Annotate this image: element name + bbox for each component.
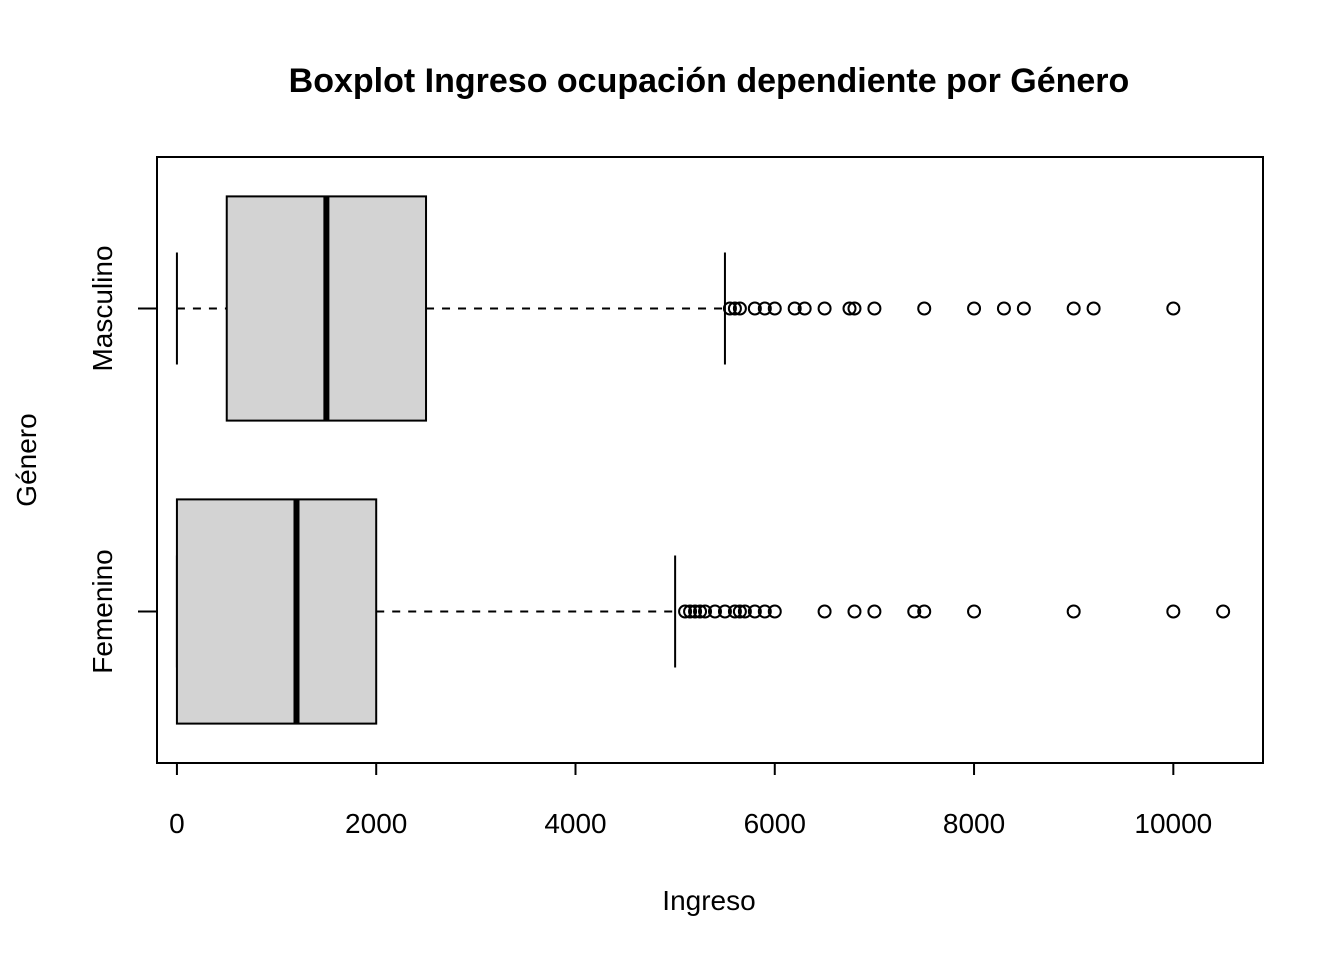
outlier-point <box>842 301 857 316</box>
outlier-point <box>678 604 693 619</box>
outlier-point <box>787 301 802 316</box>
outlier-point <box>1016 301 1031 316</box>
outlier-point <box>767 604 782 619</box>
outlier-point <box>747 301 762 316</box>
y-tick-label: Femenino <box>87 549 118 674</box>
outlier-point <box>867 301 882 316</box>
outlier-point <box>737 604 752 619</box>
x-tick-label: 4000 <box>544 808 606 839</box>
outlier-point <box>817 604 832 619</box>
x-tick-label: 8000 <box>943 808 1005 839</box>
outlier-point <box>847 604 862 619</box>
outlier-point <box>767 301 782 316</box>
outlier-point <box>732 301 747 316</box>
outlier-point <box>727 604 742 619</box>
box-masculino <box>175 195 1181 422</box>
outlier-point <box>722 301 737 316</box>
outlier-point <box>707 604 722 619</box>
outlier-point <box>867 604 882 619</box>
y-axis-label: Género <box>11 413 42 506</box>
outlier-point <box>1166 604 1181 619</box>
outlier-point <box>907 604 922 619</box>
outlier-point <box>996 301 1011 316</box>
outlier-point <box>693 604 708 619</box>
outlier-point <box>917 301 932 316</box>
boxes <box>175 195 1231 725</box>
outlier-point <box>757 301 772 316</box>
y-axis: Femenino Masculino <box>87 245 157 674</box>
box-iqr <box>175 498 378 725</box>
outlier-point <box>967 301 982 316</box>
x-axis: 0 2000 4000 6000 8000 10000 <box>169 762 1212 839</box>
outlier-point <box>797 301 812 316</box>
outlier-point <box>757 604 772 619</box>
outlier-point <box>1166 301 1181 316</box>
outlier-point <box>732 604 747 619</box>
outlier-point <box>817 301 832 316</box>
outlier-point <box>747 604 762 619</box>
outlier-point <box>698 604 713 619</box>
outlier-point <box>1086 301 1101 316</box>
x-tick-label: 6000 <box>744 808 806 839</box>
outlier-point <box>688 604 703 619</box>
x-tick-label: 2000 <box>345 808 407 839</box>
x-tick-label: 10000 <box>1134 808 1212 839</box>
outlier-point <box>917 604 932 619</box>
box-femenino <box>175 498 1231 725</box>
x-tick-label: 0 <box>169 808 185 839</box>
outlier-point <box>1066 301 1081 316</box>
outlier-point <box>717 604 732 619</box>
outlier-point <box>1066 604 1081 619</box>
outlier-point <box>1216 604 1231 619</box>
outlier-point <box>847 301 862 316</box>
outlier-point <box>967 604 982 619</box>
x-axis-label: Ingreso <box>662 885 755 916</box>
chart-title: Boxplot Ingreso ocupación dependiente po… <box>289 62 1130 100</box>
y-tick-label: Masculino <box>87 245 118 371</box>
outlier-point <box>683 604 698 619</box>
outlier-point <box>727 301 742 316</box>
